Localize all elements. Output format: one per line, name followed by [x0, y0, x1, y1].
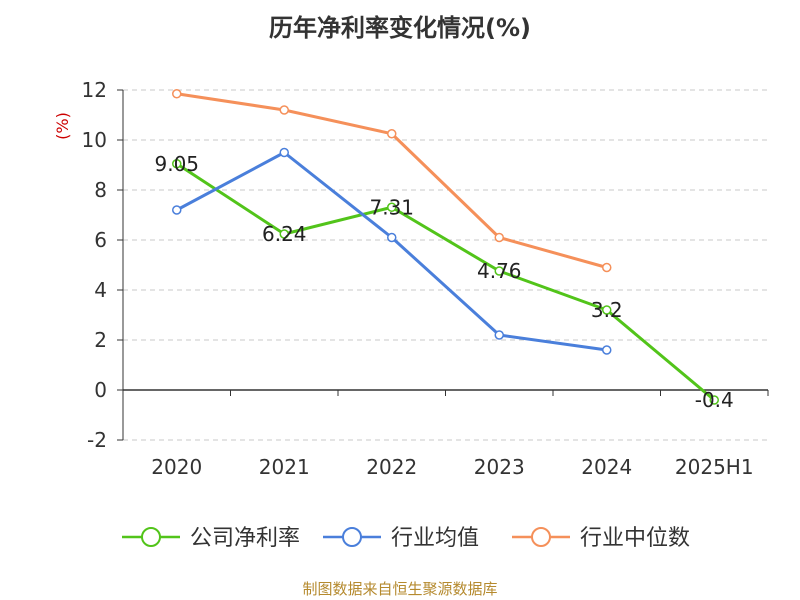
source-note: 制图数据来自恒生聚源数据库 [302, 580, 498, 598]
data-point [172, 205, 182, 215]
legend-marker-1 [342, 527, 362, 547]
x-tick-label: 2020 [151, 455, 202, 479]
data-point [279, 147, 289, 158]
y-tick-label: 0 [94, 378, 107, 402]
legend-label-1: 行业均值 [391, 526, 479, 551]
data-point [709, 395, 719, 405]
y-tick-label: 6 [94, 228, 107, 252]
data-label: -0.4 [695, 388, 734, 412]
x-tick-label: 2021 [259, 455, 310, 479]
data-point [494, 330, 504, 340]
legend-label-0: 公司净利率 [190, 526, 300, 551]
x-tick-label: 2023 [474, 455, 525, 479]
data-label: 4.76 [477, 259, 522, 283]
legend-marker-0 [141, 527, 161, 547]
data-point [494, 266, 504, 276]
data-point [602, 305, 612, 315]
data-point [387, 129, 397, 139]
data-point [602, 345, 612, 355]
data-label: 7.31 [369, 195, 414, 219]
chart-title: 历年净利率变化情况(%) [269, 14, 531, 42]
x-tick-label: 2024 [581, 455, 632, 479]
y-tick-label: 4 [94, 278, 107, 302]
data-point [279, 229, 289, 239]
series-line-1 [176, 151, 607, 352]
y-tick-label: -2 [87, 428, 107, 452]
x-tick-label: 2022 [366, 455, 417, 479]
legend-marker-2 [531, 527, 551, 547]
data-label: 6.24 [262, 222, 307, 246]
x-tick-label: 2025H1 [675, 455, 754, 479]
data-point [172, 89, 182, 99]
data-point [279, 105, 289, 115]
y-tick-label: 2 [94, 328, 107, 352]
y-tick-label: 8 [94, 178, 107, 202]
data-point [172, 159, 182, 169]
data-point [387, 232, 397, 243]
y-tick-label: 12 [82, 78, 107, 102]
y-axis-label: (%) [53, 112, 72, 140]
legend-label-2: 行业中位数 [580, 526, 690, 551]
data-point [494, 232, 504, 243]
y-tick-label: 10 [82, 128, 107, 152]
data-point [387, 202, 397, 212]
series-line-0 [175, 162, 716, 402]
data-label: 9.05 [154, 152, 199, 176]
data-point [602, 262, 612, 273]
data-label: 3.2 [591, 298, 623, 322]
